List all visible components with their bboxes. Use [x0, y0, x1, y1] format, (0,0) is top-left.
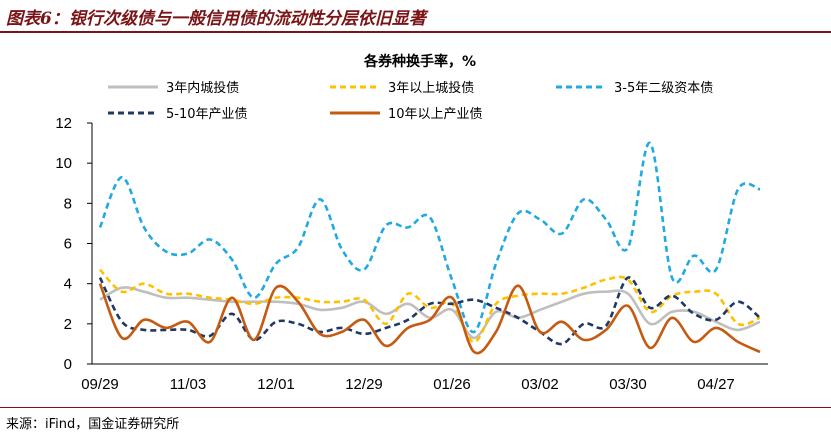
x-axis: 09/29 11/03 12/01 12/29 01/26 03/02 03/30 04/27 — [81, 363, 768, 393]
series-line-5-10年产业债 — [98, 276, 761, 346]
top-divider — [0, 31, 831, 33]
figure-title: 图表6：银行次级债与一般信用债的流动性分层依旧显著 — [6, 9, 426, 29]
x-tick-label: 09/29 — [81, 376, 119, 393]
legend: 3年内城投债 3年以上城投债 3-5年二级资本债 5-10年产业债 10年以上产业债 — [108, 80, 713, 122]
series-line-3年以上城投债 — [99, 268, 761, 344]
legend-label: 10年以上产业债 — [388, 107, 483, 122]
y-tick-label: 2 — [64, 316, 72, 333]
legend-label: 5-10年产业债 — [166, 107, 248, 122]
y-tick-label: 4 — [64, 276, 72, 293]
chart-title: 各券种换手率，% — [363, 53, 476, 70]
x-tick-label: 12/01 — [257, 376, 295, 393]
y-tick-label: 0 — [64, 356, 72, 373]
x-tick-label: 04/27 — [697, 376, 735, 393]
series-layer — [98, 141, 761, 355]
y-tick-label: 6 — [64, 236, 72, 253]
y-tick-label: 12 — [55, 115, 72, 132]
x-tick-label: 12/29 — [345, 376, 383, 393]
legend-label: 3年以上城投债 — [388, 80, 474, 96]
series-line-3年内城投债 — [99, 286, 761, 340]
x-tick-label: 03/30 — [609, 376, 647, 393]
x-tick-label: 03/02 — [521, 376, 559, 393]
source-note: 来源：iFind，国金证券研究所 — [6, 417, 180, 432]
legend-label: 3-5年二级资本债 — [614, 81, 713, 96]
y-tick-label: 10 — [55, 155, 72, 172]
x-tick-label: 11/03 — [170, 376, 206, 393]
x-tick-label: 01/26 — [433, 376, 471, 393]
y-axis: 0 2 4 6 8 10 12 — [55, 115, 93, 373]
bottom-divider — [0, 407, 831, 408]
series-line-10年以上产业债 — [98, 283, 761, 355]
legend-label: 3年内城投债 — [166, 80, 239, 96]
y-tick-label: 8 — [64, 195, 72, 212]
